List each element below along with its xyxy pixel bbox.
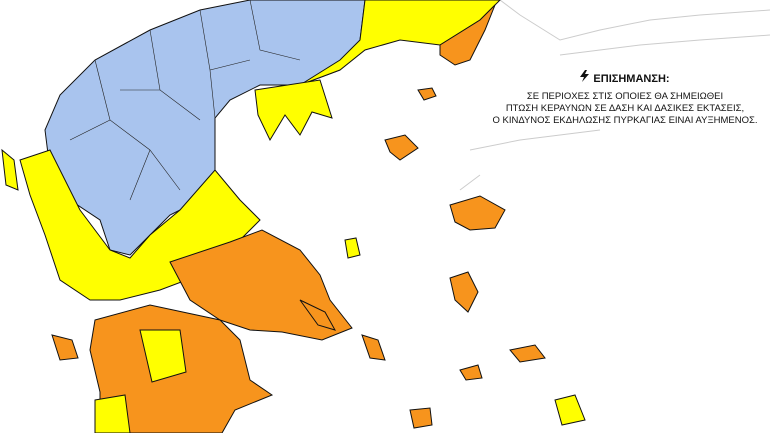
region-southwest-moderate-risk xyxy=(94,394,131,433)
region-evros-high-risk xyxy=(439,4,496,66)
lightning-bolt-icon xyxy=(580,70,590,85)
island-cyclades-3 xyxy=(409,407,433,429)
island-thasos xyxy=(417,87,437,101)
island-dodecanese xyxy=(554,394,586,426)
region-chalkidiki-moderate-risk xyxy=(254,79,333,142)
island-cyclades-2 xyxy=(361,334,386,361)
notice-line: ΠΤΩΣΗ ΚΕΡΑΥΝΩΝ ΣΕ ΔΑΣΗ ΚΑΙ ΔΑΣΙΚΕΣ ΕΚΤΑΣ… xyxy=(505,103,745,114)
notice-line: Ο ΚΙΝΔΥΝΟΣ ΕΚΔΗΛΩΣΗΣ ΠΥΡΚΑΓΙΑΣ ΕΙΝΑΙ ΑΥΞ… xyxy=(492,115,758,126)
region-northern-greece-low-risk xyxy=(44,0,366,256)
island-ikaria-samos xyxy=(509,344,546,363)
lightning-notice: ΕΠΙΣΗΜΑΝΣΗ: ΣΕ ΠΕΡΙΟΧΕΣ ΣΤΙΣ ΟΠΟΙΕΣ ΘΑ Σ… xyxy=(480,70,770,127)
island-chios xyxy=(449,271,479,313)
island-skiathos-skopelos xyxy=(344,237,361,259)
island-lesvos xyxy=(449,195,506,231)
island-kefalonia xyxy=(51,334,79,361)
island-lemnos xyxy=(384,134,419,161)
island-corfu xyxy=(1,148,19,191)
notice-title-row: ΕΠΙΣΗΜΑΝΣΗ: xyxy=(480,70,770,85)
notice-line: ΣΕ ΠΕΡΙΟΧΕΣ ΣΤΙΣ ΟΠΟΙΕΣ ΘΑ ΣΗΜΕΙΩΘΕΙ xyxy=(526,91,724,102)
notice-title: ΕΠΙΣΗΜΑΝΣΗ: xyxy=(593,73,670,85)
island-evia-south xyxy=(299,299,337,331)
region-arcadia-moderate-risk xyxy=(139,329,187,383)
turkey-coastline xyxy=(459,0,770,191)
island-cyclades-1 xyxy=(459,364,483,381)
regional-boundaries-north xyxy=(69,0,301,201)
